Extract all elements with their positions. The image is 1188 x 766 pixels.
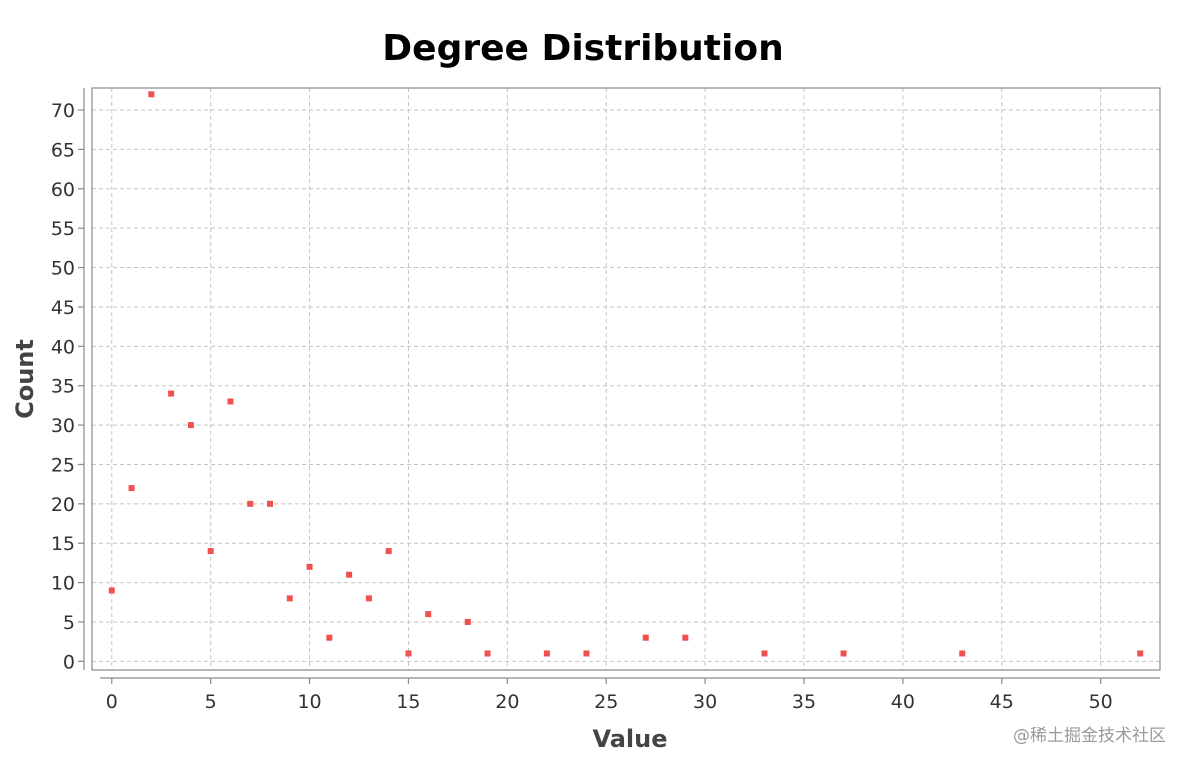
y-tick-label: 30: [51, 415, 75, 437]
y-tick-label: 0: [63, 651, 75, 673]
data-point: [365, 595, 372, 602]
y-tick-label: 65: [51, 139, 75, 161]
data-point: [840, 650, 847, 657]
data-point: [187, 422, 194, 429]
data-point: [306, 563, 313, 570]
data-point: [346, 571, 353, 578]
x-tick-label: 30: [693, 691, 717, 713]
data-point: [543, 650, 550, 657]
data-point: [464, 618, 471, 625]
data-point: [267, 500, 273, 507]
x-tick-label: 20: [495, 691, 519, 713]
x-tick-label: 10: [297, 691, 321, 713]
data-point: [326, 634, 333, 641]
x-tick-label: 50: [1089, 691, 1113, 713]
data-point: [642, 634, 649, 641]
y-tick-label: 35: [51, 376, 75, 398]
x-tick-label: 45: [990, 691, 1014, 713]
chart-title: Degree Distribution: [382, 28, 783, 69]
data-point: [583, 650, 590, 657]
data-point: [484, 650, 491, 657]
watermark: @稀土掘金技术社区: [1013, 726, 1166, 746]
y-tick-label: 45: [51, 297, 75, 319]
data-point: [286, 595, 293, 602]
data-point: [959, 650, 966, 657]
data-point: [405, 650, 412, 657]
axis-ticks: 0 5 10 15 20 25 30 35 40 45 50 0 5 10 15 20 25 30 35 40 45 50…: [51, 100, 1113, 713]
y-tick-label: 55: [51, 218, 75, 240]
data-points: [108, 91, 1144, 657]
x-tick-label: 5: [205, 691, 217, 713]
y-tick-label: 25: [51, 454, 75, 476]
data-point: [425, 611, 432, 618]
y-tick-label: 5: [63, 612, 75, 634]
x-tick-label: 0: [106, 691, 118, 713]
data-point: [207, 548, 214, 555]
data-point: [128, 485, 135, 492]
data-point: [761, 650, 768, 657]
y-tick-label: 15: [51, 533, 75, 555]
data-point: [227, 398, 234, 405]
data-point: [108, 587, 115, 594]
y-axis-label: Count: [11, 339, 39, 419]
data-point: [385, 548, 392, 555]
data-point: [1137, 650, 1144, 657]
x-tick-label: 25: [594, 691, 618, 713]
y-tick-label: 10: [51, 573, 75, 595]
x-tick-label: 15: [396, 691, 420, 713]
data-point: [247, 500, 254, 507]
data-point: [148, 91, 155, 98]
y-tick-label: 40: [51, 336, 75, 358]
data-point: [168, 390, 175, 397]
plot-area: [91, 87, 1161, 671]
x-tick-label: 40: [891, 691, 915, 713]
grid-lines: [92, 88, 1160, 670]
y-tick-label: 60: [51, 179, 75, 201]
y-tick-label: 70: [51, 100, 75, 122]
x-axis-label: Value: [592, 725, 667, 753]
data-point: [682, 634, 689, 641]
y-tick-label: 20: [51, 494, 75, 516]
y-tick-label: 50: [51, 258, 75, 280]
x-tick-label: 35: [792, 691, 816, 713]
